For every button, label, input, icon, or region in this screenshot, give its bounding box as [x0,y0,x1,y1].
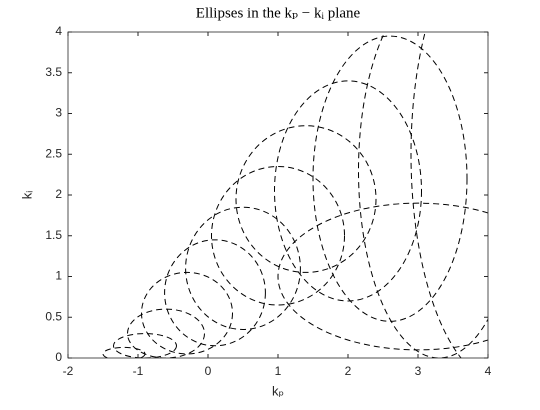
y-tick-label: 3.5 [45,65,62,79]
y-axis-label: kᵢ [19,191,34,200]
x-tick-label: 3 [415,364,422,378]
y-tick-label: 1.5 [45,228,62,242]
ellipse [141,271,233,355]
ellipse [274,80,422,302]
ellipse [235,125,377,273]
plot-area [68,32,488,358]
x-tick-label: -2 [63,364,74,378]
x-tick-label: -1 [133,364,144,378]
chart-title: Ellipses in the kₚ − kᵢ plane [196,5,361,21]
ellipse [312,35,468,322]
x-tick-label: 2 [345,364,352,378]
y-tick-label: 1 [55,269,62,283]
x-tick-label: 0 [205,364,212,378]
ellipse [277,202,488,351]
plot-content [102,32,488,358]
ellipse [211,165,345,306]
y-tick-label: 0 [55,350,62,364]
y-tick-label: 0.5 [45,309,62,323]
ellipse [164,239,266,347]
y-tick-label: 3 [55,106,62,120]
ellipse [127,308,205,358]
x-tick-label: 1 [275,364,282,378]
x-axis-label: kₚ [272,383,284,398]
y-tick-label: 2 [55,187,62,201]
x-tick-label: 4 [485,364,492,378]
y-tick-label: 4 [55,24,62,38]
y-tick-label: 2.5 [45,146,62,160]
ellipse [410,32,462,358]
ellipse [185,206,301,330]
